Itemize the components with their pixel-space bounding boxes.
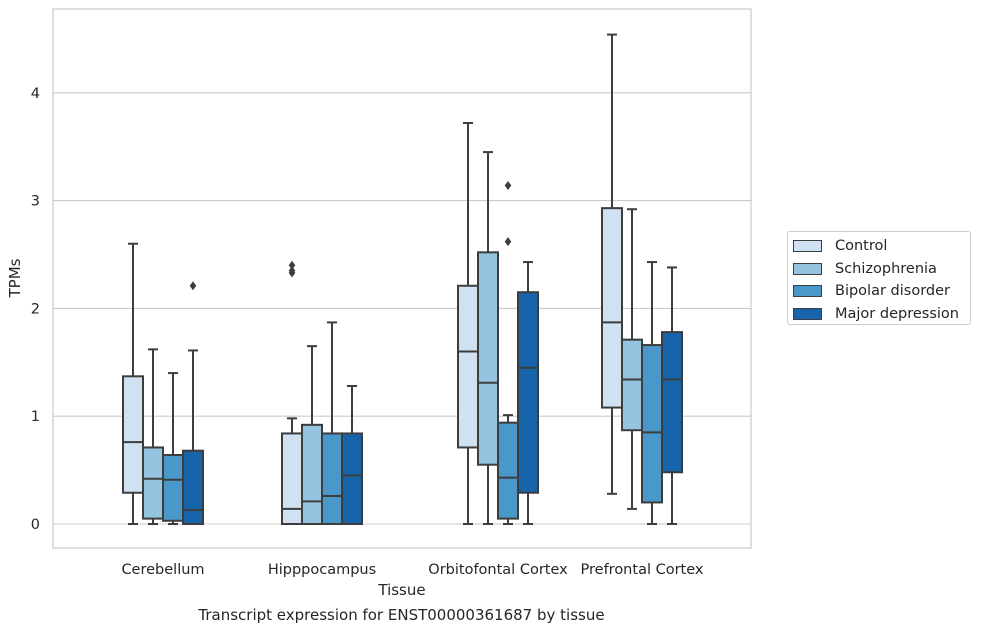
y-tick-label: 1 <box>31 409 40 425</box>
box-iqr <box>321 432 343 525</box>
legend-item: Control <box>793 235 970 258</box>
box-iqr <box>517 291 539 494</box>
legend-label: Bipolar disorder <box>835 283 950 300</box>
box-iqr <box>341 432 363 525</box>
box-iqr <box>621 338 643 432</box>
legend-item: Bipolar disorder <box>793 280 970 303</box>
legend-item: Schizophrenia <box>793 258 970 281</box>
y-tick-labels: 0 1 2 3 4 <box>31 86 40 533</box>
box-iqr <box>182 449 204 526</box>
y-tick-label: 0 <box>31 517 40 533</box>
box-control-3 <box>601 33 623 495</box>
box-bipolar-disorder-1 <box>321 321 343 525</box>
box-groups <box>122 33 683 526</box>
outlier-point <box>189 281 197 291</box>
legend-label: Major depression <box>835 305 959 322</box>
y-tick-label: 2 <box>31 301 40 317</box>
box-bipolar-disorder-3 <box>641 261 663 525</box>
legend-label: Control <box>835 238 888 255</box>
legend: Control Schizophrenia Bipolar disorder Majo… <box>787 231 971 325</box>
outlier-point <box>288 260 296 270</box>
y-tick-label: 4 <box>31 86 40 102</box>
box-major-depression-1 <box>341 385 363 525</box>
box-schizophrenia-3 <box>621 208 643 510</box>
figure-caption: Transcript expression for ENST0000036168… <box>198 606 605 624</box>
box-iqr <box>477 251 499 466</box>
legend-item: Major depression <box>793 303 970 326</box>
box-iqr <box>301 423 323 526</box>
box-iqr <box>142 446 164 520</box>
x-tick-labels: Cerebellum Hipppocampus Orbitofontal Corte… <box>121 562 703 578</box>
y-tick-label: 3 <box>31 194 40 210</box>
box-control-0 <box>122 242 144 525</box>
legend-swatch <box>793 262 822 275</box>
box-major-depression-0 <box>182 281 204 526</box>
x-tick-label: Cerebellum <box>121 562 204 578</box>
x-axis-label: Tissue <box>377 581 425 599</box>
y-axis-label: TPMs <box>6 258 24 298</box>
box-iqr <box>641 344 663 504</box>
legend-swatch <box>793 307 822 320</box>
box-iqr <box>122 375 144 494</box>
x-tick-label: Hipppocampus <box>268 562 376 578</box>
outlier-point <box>288 266 296 276</box>
box-iqr <box>497 421 519 520</box>
box-schizophrenia-2 <box>477 151 499 525</box>
box-major-depression-3 <box>661 266 683 525</box>
box-iqr <box>281 432 303 525</box>
legend-label: Schizophrenia <box>835 260 937 277</box>
x-tick-label: Prefrontal Cortex <box>581 562 704 578</box>
legend-swatch <box>793 240 822 253</box>
outlier-point <box>504 181 512 191</box>
box-schizophrenia-0 <box>142 348 164 525</box>
box-iqr <box>162 454 184 522</box>
x-tick-label: Orbitofontal Cortex <box>428 562 568 578</box>
box-major-depression-2 <box>517 261 539 525</box>
box-iqr <box>457 284 479 449</box>
outlier-point <box>504 237 512 247</box>
box-iqr <box>661 331 683 474</box>
box-iqr <box>601 207 623 409</box>
legend-swatch <box>793 285 822 298</box>
